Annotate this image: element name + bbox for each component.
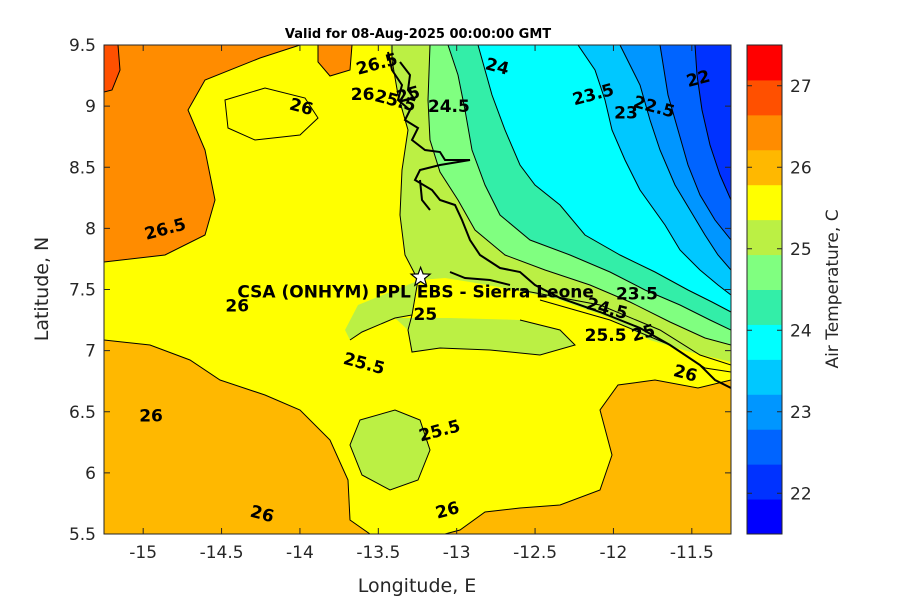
contour-label: 26	[139, 407, 163, 427]
colorbar-tick-label: 26	[790, 158, 812, 178]
contour-label: 24.5	[428, 97, 470, 117]
y-tick-label: 8.5	[69, 158, 96, 178]
station-marker: CSA (ONHYM) PPL EBS - Sierra Leone	[237, 265, 594, 302]
y-tick-label: 8	[85, 219, 96, 239]
y-tick-label: 5.5	[69, 525, 96, 545]
colorbar-tick-label: 27	[790, 77, 812, 97]
contour-label: 26	[225, 297, 249, 317]
y-tick-label: 7.5	[69, 281, 96, 301]
coastline	[387, 51, 731, 389]
colorbar-segment	[747, 499, 782, 535]
colorbar-tick-label: 22	[790, 484, 812, 504]
station-label: CSA (ONHYM) PPL EBS - Sierra Leone	[237, 282, 594, 302]
contour-label: 23	[614, 103, 638, 123]
colorbar-tick-label: 24	[790, 321, 812, 341]
y-tick-label: 7	[85, 342, 96, 362]
x-tick-label: -12.5	[513, 543, 557, 563]
colorbar-frame	[746, 44, 783, 535]
chart-title: Valid for 08-Aug-2025 00:00:00 GMT	[285, 27, 551, 42]
band-26-se	[470, 380, 731, 534]
x-tick-label: -14	[286, 543, 314, 563]
band-27-nw	[104, 45, 120, 92]
band-25-island	[350, 410, 430, 490]
contour-label: 26	[351, 85, 375, 105]
x-tick-label: -13	[443, 543, 471, 563]
x-tick-label: -13.5	[356, 543, 400, 563]
y-tick-label: 9.5	[69, 36, 96, 56]
y-axis-label: Latitude, N	[31, 237, 53, 342]
contour-label: 23.5	[616, 284, 658, 304]
colorbar-segment	[747, 289, 782, 325]
temperature-field	[104, 45, 731, 534]
colorbar-segment	[747, 394, 782, 430]
colorbar-tick-label: 25	[790, 240, 812, 260]
band-21-5	[695, 45, 731, 200]
x-tick-label: -12	[600, 543, 628, 563]
contour-label: 25.5	[585, 326, 627, 346]
colorbar-segment	[747, 254, 782, 290]
y-tick-label: 9	[85, 97, 96, 117]
colorbar-segment	[747, 45, 782, 81]
colorbar-segment	[747, 114, 782, 151]
colorbar-segment	[747, 324, 782, 360]
x-tick-label: -15	[129, 543, 157, 563]
colorbar-segment	[747, 79, 782, 116]
contour-lines	[104, 45, 731, 534]
band-26-5-nw	[104, 45, 300, 262]
band-25-south	[395, 318, 575, 355]
x-axis-ticks: -15 -14.5 -14 -13.5 -13 -12.5 -12 -11.5	[129, 45, 714, 563]
colorbar-segment	[747, 464, 782, 500]
colorbar-segment	[747, 359, 782, 395]
x-tick-label: -11.5	[670, 543, 714, 563]
star-icon	[409, 265, 432, 287]
colorbar-tick-label: 23	[790, 403, 812, 423]
colorbar-segment	[747, 184, 782, 221]
y-tick-label: 6	[85, 464, 96, 484]
y-tick-label: 6.5	[69, 403, 96, 423]
colorbar-segment	[747, 219, 782, 256]
x-axis-label: Longitude, E	[358, 575, 477, 597]
y-axis-ticks: 5.5 6 6.5 7 7.5 8 8.5 9 9.5	[69, 36, 731, 545]
contour-label: 25	[414, 305, 438, 325]
band-26-5-top	[318, 45, 352, 76]
colorbar: 22 23 24 25 26 27	[746, 44, 812, 535]
x-tick-label: -14.5	[200, 543, 244, 563]
colorbar-segment	[747, 149, 782, 186]
colorbar-segment	[747, 429, 782, 465]
colorbar-label: Air Temperature, C	[823, 209, 843, 368]
